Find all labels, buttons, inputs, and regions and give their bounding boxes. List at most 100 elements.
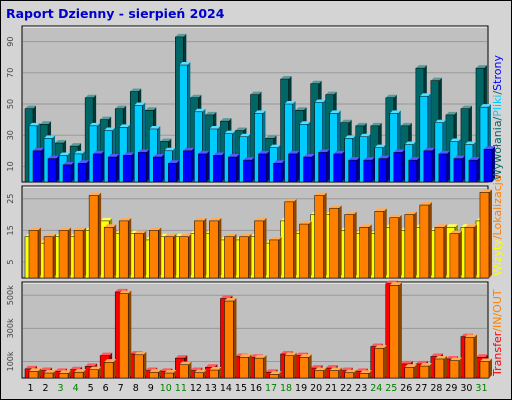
day-label: 22: [340, 383, 352, 394]
panel-traffic-bar-OUT-4-face: [73, 371, 84, 379]
panel-visits-sites-bar-Lokalizacje-13-top: [209, 217, 222, 221]
panel-hits-files-pages-bar-Pliki-21-top: [329, 110, 341, 114]
day-label: 1: [27, 383, 33, 394]
panel-traffic-bar-OUT-31-side: [488, 358, 492, 378]
day-label: 8: [133, 383, 139, 394]
panel-visits-sites-bar-Lokalizacje-23: [359, 224, 372, 279]
panel-traffic-bar-Transfer-2-top: [40, 367, 53, 371]
panel-traffic-bar-OUT-27-top: [419, 363, 432, 367]
panel-hits-files-pages-bar-Pliki-11-top: [179, 62, 191, 65]
panel-visits-sites-bar-Lokalizacje-1: [28, 227, 41, 279]
panel-hits-files-pages-bar-Wywołania-28-top: [430, 77, 442, 81]
panel-traffic-bar-Transfer-31-top: [475, 354, 488, 358]
panel-visits-sites-bar-Lokalizacje-15-face: [239, 236, 249, 279]
panel-hits-files-pages-bar-Strony-29: [453, 155, 465, 183]
panel-visits-sites-bar-Lokalizacje-26-top: [404, 211, 417, 215]
panel-visits-sites-bar-Lokalizacje-28-top: [434, 224, 447, 228]
panel-traffic-bar-OUT-5-face: [88, 369, 99, 379]
panel-visits-sites-bar-Lokalizacje-5-top: [89, 192, 102, 196]
day-label: 27: [415, 383, 427, 394]
panel-traffic-bar-OUT-3-face: [58, 373, 69, 379]
panel-visits-sites-bar-Lokalizacje-6: [103, 224, 117, 279]
panel-visits-sites-bar-Lokalizacje-15: [239, 233, 252, 279]
panel-hits-files-pages-bar-Strony-20: [318, 149, 330, 183]
day-label: 19: [295, 383, 307, 394]
panel-traffic-bar-OUT-31: [479, 358, 492, 379]
panel-hits-files-pages-bar-Strony-4-face: [77, 163, 87, 183]
right-label-part: IN: [491, 317, 504, 328]
panel-hits-files-pages-bar-Strony-26-top: [408, 157, 420, 161]
panel-hits-files-pages-bar-Strony-30-face: [468, 159, 478, 183]
panel-hits-files-pages-bar-Strony-27: [423, 147, 435, 183]
panel-visits-sites-bar-Lokalizacje-20-side: [323, 192, 327, 278]
panel-hits-files-pages-bar-Strony-21: [333, 150, 345, 183]
panel-traffic-bar-Transfer-26-top: [400, 360, 413, 364]
right-label-part: /: [491, 235, 504, 239]
panel-visits-sites-bar-Lokalizacje-15-side: [248, 233, 252, 278]
panel-traffic-bar-Transfer-4-top: [70, 366, 83, 370]
panel-visits-sites-bar-Lokalizacje-31-side: [488, 189, 492, 278]
panel-visits-sites-bar-Lokalizacje-11-side: [188, 233, 192, 278]
day-label: 16: [250, 383, 262, 394]
panel-traffic-bar-OUT-7-top: [119, 290, 132, 294]
panel-hits-files-pages-tick-label: 50: [6, 99, 15, 109]
panel-hits-files-pages-bar-Strony-17: [273, 160, 285, 183]
panel-hits-files-pages-bar-Strony-8-face: [137, 152, 147, 183]
panel-visits-sites-bar-Lokalizacje-30-side: [473, 224, 477, 278]
panel-hits-files-pages-bar-Strony-24: [378, 155, 390, 183]
panel-traffic-bar-OUT-13-top: [209, 367, 222, 371]
panel-visits-sites-bar-Lokalizacje-11: [179, 233, 192, 279]
panel-traffic-bar-OUT-6-top: [104, 359, 117, 363]
panel-visits-sites-bar-Lokalizacje-4: [73, 227, 87, 279]
panel-visits-sites-bar-Lokalizacje-11-face: [179, 236, 189, 279]
day-label: 15: [235, 383, 247, 394]
panel-hits-files-pages-bar-Strony-23-side: [371, 157, 375, 182]
panel-hits-files-pages-bar-Strony-2-top: [48, 155, 60, 159]
panel-hits-files-pages-bar-Strony-5-top: [93, 150, 105, 154]
panel-visits-sites-bar-Lokalizacje-21-top: [329, 205, 342, 209]
panel-traffic-bar-OUT-16-face: [254, 357, 264, 379]
panel-traffic-bar-OUT-18: [284, 352, 297, 379]
panel-visits-sites-bar-Lokalizacje-19-top: [299, 221, 312, 225]
panel-visits-sites-bar-Lokalizacje-17: [269, 236, 282, 279]
panel-visits-sites-bar-Lokalizacje-20-top: [314, 192, 327, 196]
panel-traffic-bar-OUT-2-side: [53, 370, 57, 378]
panel-hits-files-pages-bar-Wywołania-3-top: [55, 140, 67, 143]
panel-hits-files-pages-bar-Strony-17-top: [273, 160, 285, 164]
panel-traffic-bar-OUT-25-top: [389, 282, 402, 286]
panel-traffic-bar-OUT-24: [374, 345, 387, 379]
panel-traffic-bar-Transfer-6-top: [100, 352, 113, 356]
panel-traffic-bar-OUT-22-face: [344, 372, 354, 379]
panel-traffic-bar-OUT-11: [179, 361, 192, 379]
panel-visits-sites-bar-Lokalizacje-10-side: [173, 233, 177, 278]
panel-traffic-bar-OUT-18-top: [284, 352, 297, 356]
panel-hits-files-pages-bar-Strony-30: [468, 157, 480, 183]
panel-hits-files-pages-bar-Strony-23-top: [363, 157, 375, 161]
panel-traffic-bar-OUT-5-side: [98, 366, 102, 378]
panel-hits-files-pages-bar-Strony-19-top: [303, 154, 315, 158]
panel-visits-sites-bar-Lokalizacje-26-side: [413, 211, 417, 278]
panel-visits-sites-bar-Lokalizacje-27-side: [428, 202, 432, 278]
panel-hits-files-pages-bar-Strony-29-top: [453, 155, 465, 159]
panel-hits-files-pages-bar-Strony-16: [258, 150, 270, 183]
panel-hits-files-pages-bar-Strony-31-face: [483, 148, 493, 183]
panel-traffic-bar-OUT-27-side: [428, 363, 432, 378]
panel-visits-sites-bar-Lokalizacje-8: [133, 230, 147, 279]
panel-hits-files-pages-bar-Strony-25: [393, 149, 405, 183]
day-label: 20: [310, 383, 322, 394]
panel-traffic-bar-OUT-29-top: [449, 357, 462, 361]
panel-hits-files-pages-bar-Strony-26-side: [416, 157, 420, 182]
panel-visits-sites-bar-Lokalizacje-24-side: [383, 208, 387, 278]
panel-hits-files-pages-bar-Strony-10-side: [176, 160, 180, 182]
day-label: 18: [280, 383, 292, 394]
panel-hits-files-pages-bar-Strony-23-face: [363, 159, 372, 183]
right-label-part: /: [491, 116, 504, 120]
panel-hits-files-pages-bar-Pliki-22-top: [344, 135, 356, 139]
panel-hits-files-pages-bar-Pliki-29-top: [449, 138, 461, 142]
panel-traffic-bar-OUT-19: [299, 354, 312, 379]
panel-hits-files-pages-bar-Strony-4-side: [86, 160, 90, 182]
day-label: 10: [160, 383, 172, 394]
panel-hits-files-pages-bar-Strony-25-side: [401, 149, 405, 182]
panel-visits-sites-bar-Lokalizacje-1-side: [38, 227, 41, 278]
panel-traffic-bar-OUT-10-top: [164, 370, 177, 374]
